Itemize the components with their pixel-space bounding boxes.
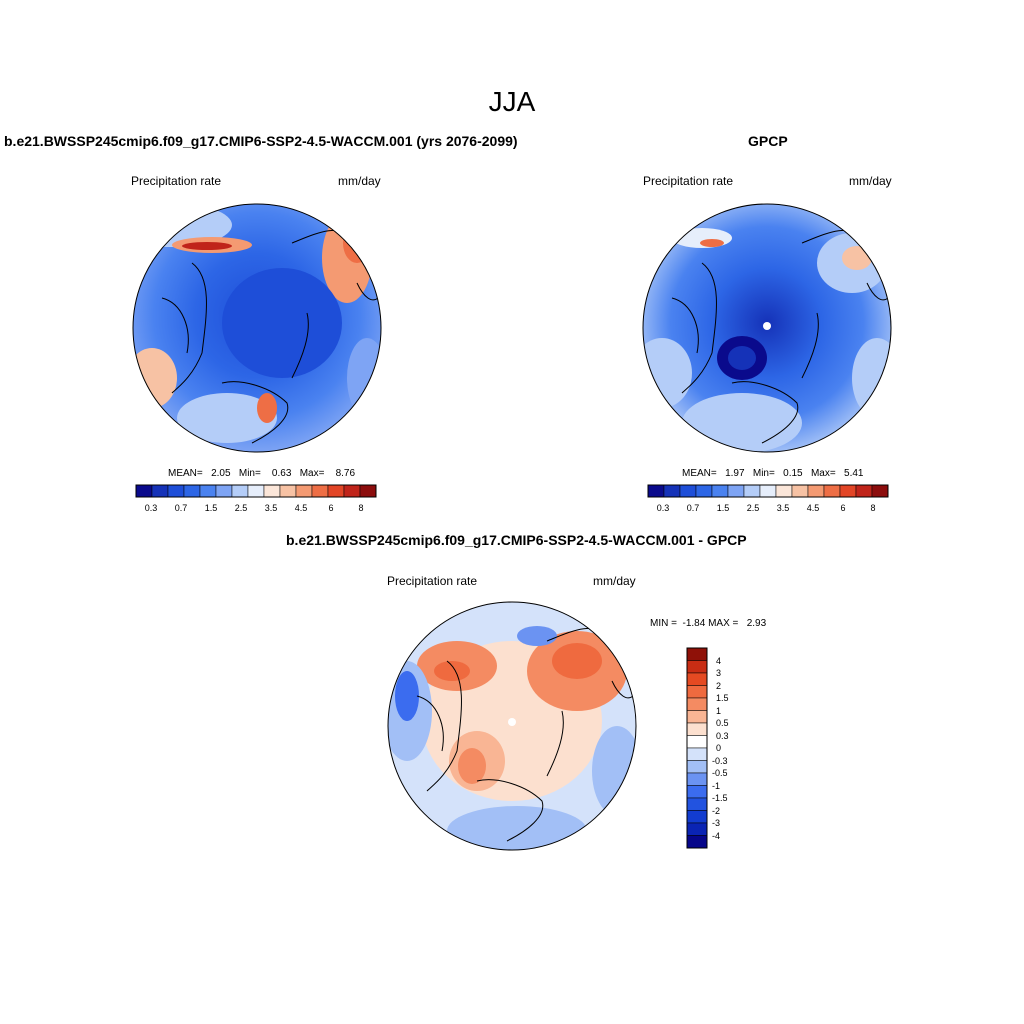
colorbar-tick-label: -1.5 (712, 793, 728, 803)
colorbar-tick-label: -0.3 (712, 756, 728, 766)
colorbar-swatch (686, 785, 708, 799)
colorbar-tick-label: 3 (716, 668, 722, 678)
colorbar-tick-label: -3 (712, 818, 721, 828)
colorbar-swatch (663, 484, 681, 498)
units-label-obs: mm/day (849, 174, 892, 188)
colorbar-swatch (686, 735, 708, 749)
colorbar-swatch (686, 822, 708, 836)
colorbar-tick-label: 3.5 (776, 503, 790, 513)
colorbar-swatch (823, 484, 841, 498)
colorbar-model (135, 484, 377, 498)
colorbar-swatch (839, 484, 857, 498)
colorbar-swatch (686, 722, 708, 736)
figure-title: JJA (488, 86, 536, 117)
colorbar-swatch (263, 484, 281, 498)
colorbar-tick-label: 1.5 (716, 693, 729, 703)
colorbar-tick-label: -1 (712, 781, 721, 791)
colorbar-tick-label: 0.3 (144, 503, 158, 513)
colorbar-tick-label: 8 (358, 503, 364, 513)
variable-label-obs: Precipitation rate (643, 174, 734, 188)
colorbar-swatch (647, 484, 665, 498)
colorbar-swatch (759, 484, 777, 498)
stats-diff: MIN = -1.84 MAX = 2.93 (650, 618, 767, 629)
colorbar-tick-label: 1.5 (716, 503, 730, 513)
colorbar-swatch (686, 810, 708, 824)
colorbar-tick-label: 0 (716, 743, 722, 753)
colorbar-swatch (686, 747, 708, 761)
colorbar-swatch (183, 484, 201, 498)
colorbar-tick-label: 0.5 (716, 718, 729, 728)
colorbar-tick-label: 3.5 (264, 503, 278, 513)
colorbar-tick-label: 0.7 (686, 503, 700, 513)
colorbar-tick-label: -4 (712, 831, 721, 841)
colorbar-swatch (775, 484, 793, 498)
colorbar-tick-label: 8 (870, 503, 876, 513)
colorbar-swatch (686, 672, 708, 686)
colorbar-obs (647, 484, 889, 498)
colorbar-tick-label: 4.5 (294, 503, 308, 513)
polar-map-model (132, 203, 382, 453)
colorbar-tick-label: 6 (840, 503, 846, 513)
colorbar-swatch (359, 484, 377, 498)
colorbar-swatch (343, 484, 361, 498)
colorbar-tick-label: 0.3 (656, 503, 670, 513)
panel-title-diff: b.e21.BWSSP245cmip6.f09_g17.CMIP6-SSP2-4… (286, 532, 747, 548)
colorbar-tick-label: -0.5 (712, 768, 728, 778)
colorbar-swatch (727, 484, 745, 498)
colorbar-swatch (311, 484, 329, 498)
colorbar-tick-label: 2.5 (746, 503, 760, 513)
colorbar-swatch (686, 647, 708, 661)
variable-label-model: Precipitation rate (131, 174, 222, 188)
colorbar-swatch (327, 484, 345, 498)
colorbar-swatch (231, 484, 249, 498)
colorbar-swatch (686, 710, 708, 724)
units-label-model: mm/day (338, 174, 381, 188)
stats-obs: MEAN= 1.97 Min= 0.15 Max= 5.41 (682, 468, 864, 479)
colorbar-swatch (279, 484, 297, 498)
colorbar-swatch (686, 760, 708, 774)
colorbar-swatch (686, 835, 708, 849)
colorbar-swatch (295, 484, 313, 498)
colorbar-swatch (215, 484, 233, 498)
panel-title-obs: GPCP (748, 133, 788, 149)
colorbar-swatch (686, 685, 708, 699)
colorbar-tick-label: 4.5 (806, 503, 820, 513)
colorbar-tick-label: -2 (712, 806, 721, 816)
colorbar-tick-label: 0.3 (716, 731, 729, 741)
colorbar-swatch (686, 772, 708, 786)
colorbar-swatch (247, 484, 265, 498)
colorbar-swatch (199, 484, 217, 498)
colorbar-swatch (679, 484, 697, 498)
colorbar-swatch (686, 797, 708, 811)
colorbar-swatch (855, 484, 873, 498)
colorbar-tick-label: 2.5 (234, 503, 248, 513)
colorbar-swatch (871, 484, 889, 498)
units-label-diff: mm/day (593, 574, 636, 588)
polar-map-diff (387, 601, 637, 851)
colorbar-swatch (743, 484, 761, 498)
colorbar-swatch (695, 484, 713, 498)
panel-title-model: b.e21.BWSSP245cmip6.f09_g17.CMIP6-SSP2-4… (4, 133, 518, 149)
colorbar-swatch (686, 660, 708, 674)
colorbar-swatch (807, 484, 825, 498)
variable-label-diff: Precipitation rate (387, 574, 478, 588)
colorbar-tick-label: 0.7 (174, 503, 188, 513)
colorbar-diff (686, 647, 708, 849)
colorbar-swatch (167, 484, 185, 498)
colorbar-swatch (711, 484, 729, 498)
colorbar-swatch (686, 697, 708, 711)
colorbar-tick-label: 2 (716, 681, 722, 691)
colorbar-swatch (151, 484, 169, 498)
colorbar-swatch (135, 484, 153, 498)
colorbar-tick-label: 1.5 (204, 503, 218, 513)
colorbar-tick-label: 1 (716, 706, 722, 716)
stats-model: MEAN= 2.05 Min= 0.63 Max= 8.76 (168, 468, 356, 479)
colorbar-tick-label: 6 (328, 503, 334, 513)
polar-map-obs (642, 203, 892, 453)
colorbar-swatch (791, 484, 809, 498)
colorbar-tick-label: 4 (716, 656, 722, 666)
